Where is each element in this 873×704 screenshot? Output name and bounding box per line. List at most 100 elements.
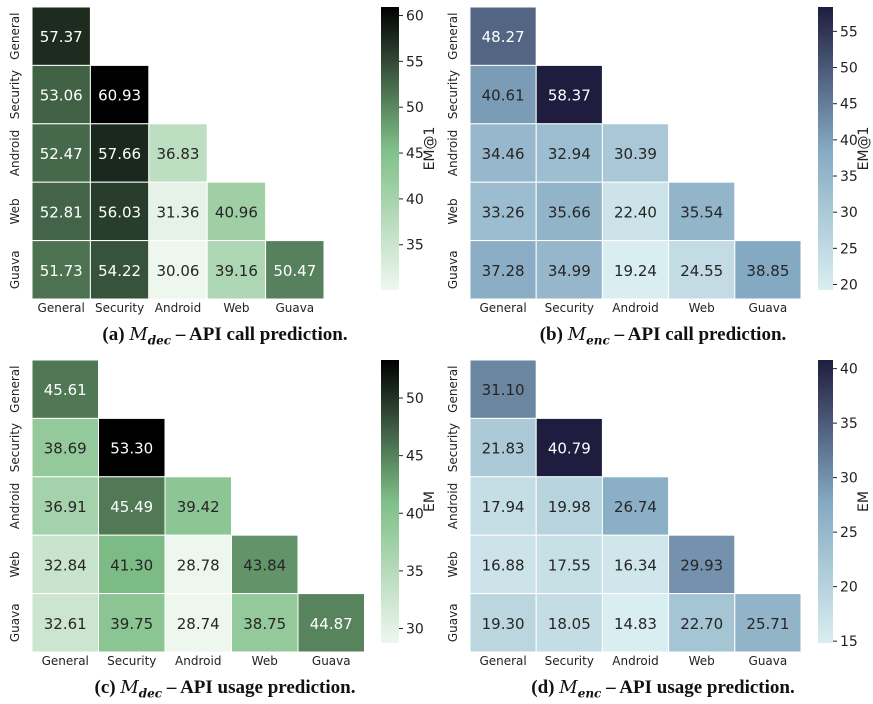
- heatmap-panel-a: 57.37 53.06 60.93 52.47 57.66 36.83 52.81 56.03…: [8, 6, 438, 315]
- heatmap-value-label-r3-c1: 41.30: [110, 556, 153, 574]
- col-tick-label-guava: Guava: [749, 654, 788, 668]
- colorbar-tick-label-30: 30: [406, 621, 424, 637]
- row-tick-label-general: General: [8, 366, 22, 413]
- row-tick-label-security: Security: [446, 70, 460, 119]
- row-tick-label-security: Security: [8, 70, 22, 119]
- row-tick-label-general: General: [446, 13, 460, 60]
- row-tick-label-android: Android: [446, 483, 460, 529]
- caption-a: (a) Mdec – API call prediction.: [102, 324, 348, 348]
- heatmap-value-label-r4-c2: 14.83: [614, 615, 657, 633]
- heatmap-value-label-r3-c0: 33.26: [482, 203, 525, 221]
- colorbar-tick-label-30: 30: [840, 205, 858, 221]
- colorbar-tick-label-45: 45: [406, 449, 424, 465]
- heatmap-panel-d: 31.10 21.83 40.79 17.94 19.98 26.74 16.88 17.55…: [446, 359, 872, 668]
- col-tick-label-security: Security: [107, 654, 156, 668]
- heatmap-cell-r4-c1: [535, 593, 603, 653]
- row-tick-label-general: General: [446, 366, 460, 413]
- caption-b: (b) Menc – API call prediction.: [539, 324, 787, 348]
- heatmap-cell-r0-c0: [31, 6, 91, 66]
- col-tick-label-security: Security: [545, 301, 594, 315]
- colorbar-tick-label-55: 55: [840, 24, 858, 40]
- heatmap-value-label-r2-c1: 57.66: [98, 145, 141, 163]
- col-tick-label-guava: Guava: [749, 301, 788, 315]
- heatmap-cell-r2-c1: [98, 476, 166, 536]
- heatmap-cell-r3-c3: [668, 181, 736, 242]
- heatmap-cell-r4-c4: [734, 240, 802, 300]
- colorbar: [818, 360, 833, 643]
- colorbar-tick-label-20: 20: [840, 278, 858, 294]
- row-tick-label-guava: Guava: [8, 250, 22, 289]
- heatmap-cell-r3-c1: [535, 181, 603, 242]
- heatmap-value-label-r2-c1: 19.98: [548, 498, 591, 516]
- heatmap-value-label-r3-c3: 40.96: [215, 203, 258, 221]
- heatmap-value-label-r3-c0: 16.88: [482, 556, 525, 574]
- heatmap-cell-r3-c3: [668, 534, 736, 595]
- colorbar-tick-label-40: 40: [406, 506, 424, 522]
- heatmap-cell-r3-c1: [98, 534, 166, 595]
- row-tick-label-android: Android: [446, 130, 460, 176]
- colorbar-tick-label-40: 40: [406, 192, 424, 208]
- row-tick-label-guava: Guava: [8, 603, 22, 642]
- colorbar-label: EM: [422, 491, 438, 512]
- col-tick-label-web: Web: [689, 301, 715, 315]
- heatmap-cell-r2-c0: [469, 476, 537, 536]
- heatmap-value-label-r4-c1: 54.22: [98, 262, 141, 280]
- heatmap-value-label-r1-c1: 40.79: [548, 440, 591, 458]
- heatmap-value-label-r4-c1: 18.05: [548, 615, 591, 633]
- row-tick-label-android: Android: [8, 130, 22, 176]
- row-tick-label-security: Security: [446, 423, 460, 472]
- row-tick-label-guava: Guava: [446, 603, 460, 642]
- caption-c: (c) Mdec – API usage prediction.: [94, 677, 356, 701]
- colorbar-tick-label-40: 40: [840, 133, 858, 149]
- col-tick-label-general: General: [479, 654, 526, 668]
- heatmap-value-label-r4-c1: 34.99: [548, 262, 591, 280]
- heatmap-value-label-r4-c1: 39.75: [110, 615, 153, 633]
- colorbar-tick-label-40: 40: [840, 362, 858, 378]
- heatmap-value-label-r3-c1: 35.66: [548, 203, 591, 221]
- heatmap-value-label-r4-c3: 24.55: [680, 262, 723, 280]
- heatmap-value-label-r4-c2: 28.74: [177, 615, 220, 633]
- row-tick-label-security: Security: [8, 423, 22, 472]
- heatmap-value-label-r3-c2: 16.34: [614, 556, 657, 574]
- colorbar-tick-label-45: 45: [406, 146, 424, 162]
- heatmap-value-label-r4-c3: 39.16: [215, 262, 258, 280]
- heatmap-cell-r4-c2: [148, 240, 208, 300]
- caption-d: (d) Menc – API usage prediction.: [531, 677, 795, 701]
- heatmap-cell-r4-c2: [601, 240, 670, 300]
- heatmap-value-label-r2-c1: 45.49: [110, 498, 153, 516]
- heatmap-value-label-r1-c1: 60.93: [98, 87, 141, 105]
- row-tick-label-general: General: [8, 13, 22, 60]
- heatmap-cell-r4-c1: [89, 240, 150, 300]
- heatmap-cell-r4-c0: [31, 593, 99, 653]
- heatmap-value-label-r3-c2: 31.36: [157, 203, 200, 221]
- heatmap-cell-r1-c0: [31, 64, 91, 125]
- col-tick-label-security: Security: [545, 654, 594, 668]
- heatmap-value-label-r1-c0: 21.83: [482, 440, 525, 458]
- heatmap-cell-r1-c1: [535, 417, 603, 478]
- col-tick-label-security: Security: [95, 301, 144, 315]
- heatmap-cell-r3-c2: [164, 534, 232, 595]
- heatmap-value-label-r3-c3: 43.84: [243, 556, 286, 574]
- col-tick-label-general: General: [42, 654, 89, 668]
- colorbar-tick-label-35: 35: [840, 416, 858, 432]
- heatmap-value-label-r4-c3: 22.70: [680, 615, 723, 633]
- heatmap-value-label-r2-c1: 32.94: [548, 145, 591, 163]
- heatmap-value-label-r3-c3: 35.54: [680, 203, 723, 221]
- colorbar-tick-label-20: 20: [840, 580, 858, 596]
- heatmap-value-label-r4-c0: 51.73: [40, 262, 83, 280]
- heatmap-cell-r2-c2: [164, 476, 232, 536]
- heatmap-value-label-r4-c2: 19.24: [614, 262, 657, 280]
- colorbar: [381, 360, 399, 643]
- heatmap-cell-r3-c1: [535, 534, 603, 595]
- heatmap-cell-r1-c0: [31, 417, 99, 478]
- heatmap-value-label-r1-c0: 40.61: [482, 87, 525, 105]
- heatmap-cell-r4-c4: [734, 593, 802, 653]
- row-tick-label-android: Android: [8, 483, 22, 529]
- heatmap-cell-r4-c4: [297, 593, 365, 653]
- colorbar-tick-label-50: 50: [840, 61, 858, 77]
- colorbar-tick-label-50: 50: [406, 391, 424, 407]
- heatmap-value-label-r4-c0: 37.28: [482, 262, 525, 280]
- row-tick-label-web: Web: [446, 551, 460, 577]
- colorbar-tick-label-35: 35: [406, 564, 424, 580]
